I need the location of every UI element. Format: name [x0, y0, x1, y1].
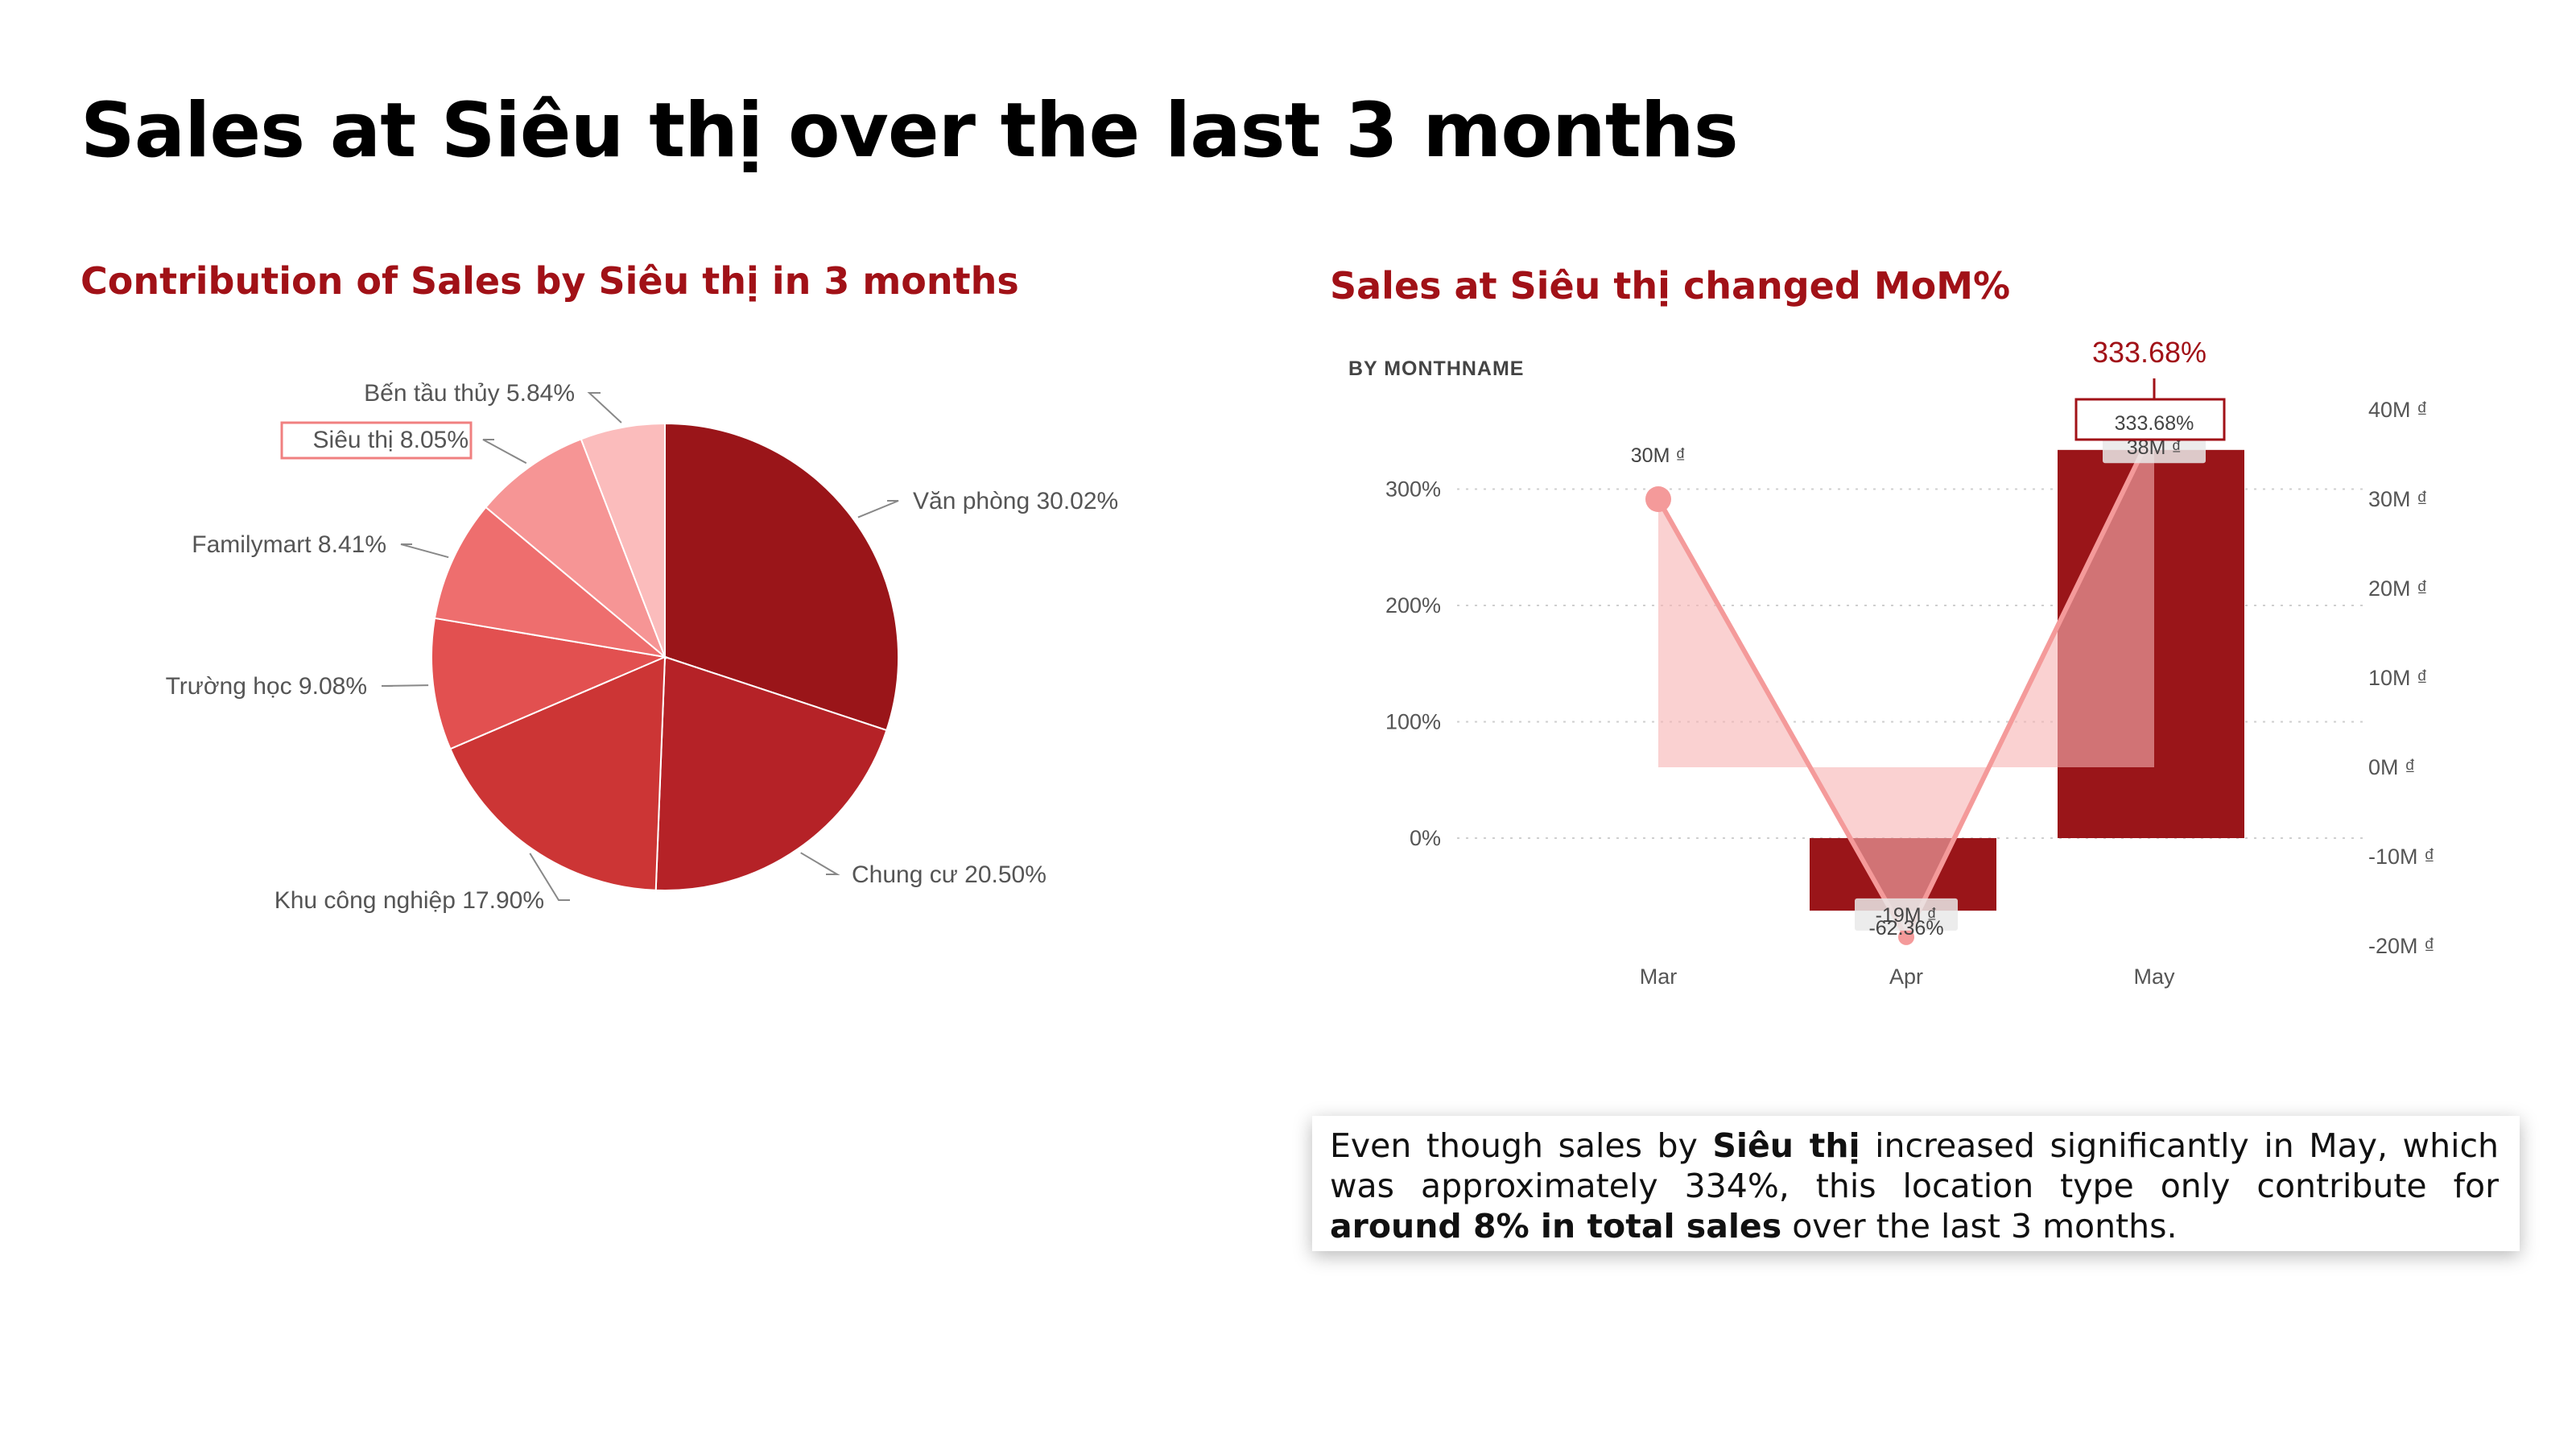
pie-slice-khu-công-nghiệp [449, 655, 667, 891]
left-axis-tick: 0% [1410, 826, 1441, 850]
mom-pct-label: -62.36% [1868, 917, 1943, 940]
axis-caption: BY MONTHNAME [1348, 357, 1524, 380]
right-axis-tick: -20M ₫ [2368, 934, 2435, 958]
left-axis-tick: 300% [1385, 477, 1441, 502]
x-axis-tick: May [2133, 965, 2175, 989]
pie-slice-bến-tầu-thủy [580, 422, 666, 658]
sales-point [1898, 928, 1914, 945]
right-axis-tick: -10M ₫ [2368, 845, 2435, 869]
right-axis-tick: 30M ₫ [2368, 487, 2428, 511]
sales-label-bg [1855, 898, 1958, 931]
pie-slice-chung-cư [654, 655, 888, 892]
pie-slice-trường-học [431, 617, 668, 750]
callout-emphasis-location: Siêu thị [1712, 1126, 1860, 1165]
pie-leader-line [529, 853, 570, 901]
pie-data-label: Văn phòng 30.02% [913, 488, 1118, 514]
mom-combo-chart: BY MONTHNAME 0% 100% 200% 300% -20M ₫ -10M ₫ 0M… [1348, 336, 2435, 989]
sales-point [1645, 486, 1671, 512]
pie-leader-line [381, 684, 429, 687]
right-axis-tick: 10M ₫ [2368, 666, 2428, 690]
right-axis-tick: 40M ₫ [2368, 398, 2428, 422]
pie-highlight-box [280, 421, 473, 460]
combo-chart-title: Sales at Siêu thị changed MoM% [1330, 264, 2011, 308]
sales-label: -19M ₫ [1876, 904, 1938, 927]
x-axis-tick: Apr [1889, 965, 1923, 989]
callout-emphasis-share: around 8% in total sales [1330, 1207, 1782, 1246]
callout-text-2: increased significantly in May, which wa… [1330, 1126, 2499, 1205]
pie-slice-văn-phòng [664, 422, 899, 732]
pie-slice-siêu-thị [485, 438, 667, 660]
mom-pct-label: 333.68% [2115, 412, 2194, 435]
pie-data-label: Bến tầu thủy 5.84% [364, 380, 575, 407]
pie-leader-line [857, 500, 899, 518]
sales-label: 30M ₫ [1631, 444, 1686, 467]
callout-text-3: over the last 3 months. [1781, 1207, 2178, 1246]
pie-leader-line [800, 852, 840, 875]
pie-leader-line [587, 392, 622, 423]
left-axis-tick: 200% [1385, 593, 1441, 618]
pie-leader-line [482, 439, 527, 465]
pie-data-label: Familymart 8.41% [192, 531, 386, 558]
left-axis-tick: 100% [1385, 710, 1441, 734]
pie-leader-line [400, 543, 449, 559]
top-annotation: 333.68% [2092, 336, 2207, 369]
pie-data-label: Khu công nghiệp 17.90% [275, 887, 544, 914]
mom-pct-highlight-box [2074, 398, 2226, 441]
right-axis-tick: 0M ₫ [2368, 755, 2416, 779]
pie-data-label: Siêu thị 8.05% [313, 427, 469, 453]
pie-slice-familymart [433, 506, 668, 659]
pie-data-label: Chung cư 20.50% [852, 861, 1046, 888]
x-axis-tick: Mar [1640, 965, 1678, 989]
insight-callout: Even though sales by Siêu thị increased … [1312, 1116, 2520, 1251]
pie-chart-title: Contribution of Sales by Siêu thị in 3 m… [80, 259, 1019, 303]
page-title: Sales at Siêu thị over the last 3 months [80, 87, 1739, 175]
pie-data-label: Trường học 9.08% [166, 673, 367, 700]
sales-area [1658, 428, 2154, 937]
callout-text-1: Even though sales by [1330, 1126, 1713, 1165]
right-axis-tick: 20M ₫ [2368, 576, 2428, 601]
pie-chart: Văn phòng 30.02% Chung cư 20.50% Khu công … [166, 380, 1119, 914]
